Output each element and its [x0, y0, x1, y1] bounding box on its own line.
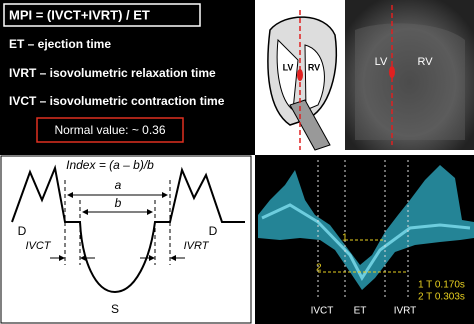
label-a: a [115, 178, 122, 192]
definition: IVCT – isovolumetric contraction time [9, 94, 225, 108]
measurement: 1 T 0.170s [418, 280, 465, 291]
heart-label: RV [308, 62, 320, 72]
interval-label: IVCT [25, 240, 51, 252]
doppler-panel: 1 2 IVCT ET IVRT 1 T 0.170s 2 T 0.303s [255, 155, 474, 324]
heart-label: LV [283, 62, 294, 72]
formula-panel: MPI = (IVCT+IVRT) / ET ET – ejection tim… [0, 0, 255, 155]
definition: IVRT – isovolumetric relaxation time [9, 66, 216, 80]
wave-label: S [111, 302, 119, 316]
echo-image: LV RV [345, 0, 474, 150]
echo-label: LV [375, 56, 388, 68]
interval-label: ET [354, 306, 367, 317]
marker: 1 [342, 233, 348, 244]
wave-label: D [18, 224, 27, 238]
formula: MPI = (IVCT+IVRT) / ET [9, 7, 150, 22]
echo-label: RV [417, 56, 433, 68]
interval-label: IVCT [311, 306, 334, 317]
marker: 2 [316, 263, 322, 274]
label-b: b [115, 196, 122, 210]
definition: ET – ejection time [9, 37, 111, 51]
index-formula: Index = (a – b)/b [66, 158, 154, 172]
wave-label: D [209, 224, 218, 238]
heart-diagram: LV RV [255, 0, 345, 155]
measurement: 2 T 0.303s [418, 292, 465, 303]
interval-label: IVRT [184, 240, 210, 252]
index-diagram: Index = (a – b)/b a b D D IVCT IVRT S [0, 155, 252, 324]
normal-value: Normal value: ~ 0.36 [54, 123, 165, 137]
interval-label: IVRT [394, 306, 417, 317]
